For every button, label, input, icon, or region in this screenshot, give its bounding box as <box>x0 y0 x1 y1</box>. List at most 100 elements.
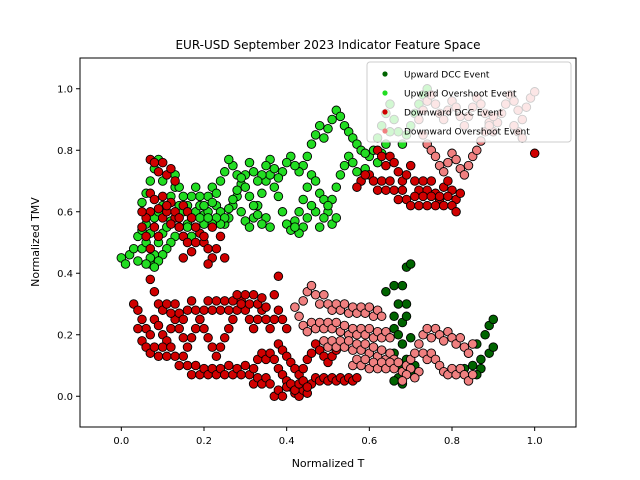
data-point <box>157 157 168 168</box>
data-point <box>319 213 329 223</box>
y-tick-label: 0.0 <box>57 392 73 403</box>
data-point <box>302 326 313 337</box>
data-point <box>190 360 201 371</box>
data-point <box>314 120 325 131</box>
series-2 <box>128 145 540 402</box>
data-point <box>240 182 251 192</box>
data-point <box>219 369 230 380</box>
x-tick-label: 0.4 <box>279 436 295 447</box>
data-point <box>319 133 329 143</box>
data-point <box>451 207 461 217</box>
data-point <box>422 200 432 211</box>
data-point <box>190 182 201 192</box>
legend-marker <box>382 90 388 96</box>
data-point <box>368 176 379 186</box>
data-point <box>418 176 428 186</box>
data-point <box>397 376 408 386</box>
data-point <box>393 357 404 368</box>
legend-entry: Upward Overshoot Event <box>404 90 517 100</box>
data-point <box>186 296 197 306</box>
data-point <box>381 160 391 171</box>
data-point <box>434 191 445 202</box>
data-point <box>248 200 259 211</box>
data-point <box>401 311 412 322</box>
data-point <box>174 222 184 232</box>
data-point <box>430 200 441 211</box>
legend-entry: Downward Overshoot Event <box>404 128 530 138</box>
data-point <box>182 305 193 315</box>
legend-marker <box>382 109 388 115</box>
data-point <box>410 373 420 383</box>
data-point <box>261 302 271 312</box>
data-point <box>376 311 387 322</box>
data-point <box>389 185 399 195</box>
data-point <box>190 323 201 334</box>
data-point <box>405 259 416 269</box>
x-tick-label: 1.0 <box>527 436 543 447</box>
data-point <box>438 336 449 346</box>
data-point <box>224 305 234 315</box>
data-point <box>467 360 478 371</box>
data-point <box>360 354 370 365</box>
data-point <box>352 182 362 192</box>
legend-box <box>366 61 572 143</box>
data-point <box>488 314 499 325</box>
y-tick-label: 1.0 <box>57 84 73 95</box>
data-point <box>182 237 193 248</box>
data-point <box>438 167 449 177</box>
data-point <box>339 299 350 309</box>
chart-title: EUR-USD September 2023 Indicator Feature… <box>175 38 480 52</box>
data-point <box>339 320 350 331</box>
data-point <box>269 182 280 192</box>
data-point <box>244 191 255 202</box>
data-point <box>385 176 395 186</box>
data-point <box>236 173 246 183</box>
data-point <box>418 191 428 202</box>
data-point <box>265 323 275 334</box>
y-axis-label: Normalized TMV <box>29 197 42 287</box>
data-point <box>153 167 164 177</box>
data-point <box>310 130 321 140</box>
data-point <box>178 314 189 325</box>
data-point <box>381 185 391 195</box>
data-point <box>244 157 255 168</box>
data-point <box>149 342 160 352</box>
data-point <box>141 231 151 242</box>
data-point <box>186 333 197 343</box>
y-tick-label: 0.6 <box>57 207 73 218</box>
data-point <box>170 176 180 186</box>
data-point <box>290 222 300 232</box>
data-point <box>149 286 160 297</box>
data-point <box>203 243 213 254</box>
plot-frame <box>79 57 577 428</box>
data-point <box>199 323 209 334</box>
data-point <box>306 348 317 358</box>
data-point <box>236 299 246 309</box>
data-point <box>302 151 313 162</box>
data-point <box>273 191 284 202</box>
data-point <box>277 207 288 217</box>
data-point <box>298 194 308 205</box>
data-point <box>294 207 304 217</box>
data-point <box>232 185 242 195</box>
data-point <box>455 333 466 343</box>
data-point <box>376 345 387 355</box>
data-point <box>393 194 404 205</box>
data-point <box>252 176 263 186</box>
data-point <box>488 342 499 352</box>
data-point <box>360 170 370 180</box>
data-point <box>203 296 213 306</box>
data-point <box>153 231 164 242</box>
data-point <box>281 323 292 334</box>
data-point <box>186 213 197 223</box>
y-axis-ticks: 0.0 0.2 0.4 0.6 0.8 1.0 <box>57 84 80 403</box>
data-point <box>219 296 230 306</box>
data-point <box>389 311 399 322</box>
data-point <box>207 197 218 208</box>
data-point <box>157 342 168 352</box>
data-point <box>145 274 156 285</box>
data-point <box>211 351 222 362</box>
data-point <box>348 157 358 168</box>
y-tick-label: 0.4 <box>57 269 73 280</box>
data-point <box>397 185 408 195</box>
